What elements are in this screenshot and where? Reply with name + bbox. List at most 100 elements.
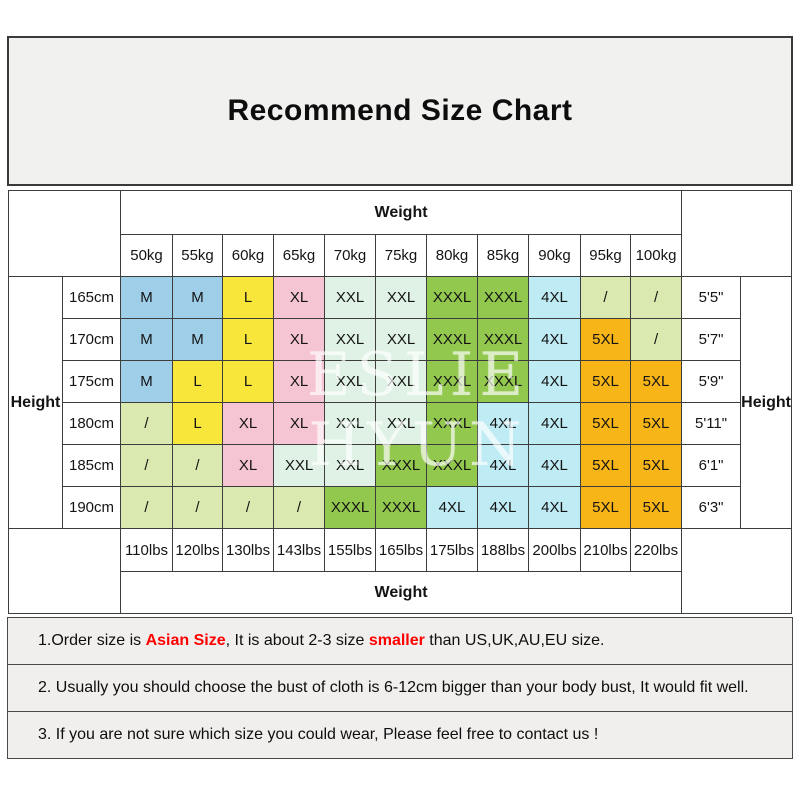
size-cell: 5XL [580,486,631,529]
height-ft-label: 6'3" [681,486,742,529]
size-cell: / [120,402,173,445]
weight-lbs-label: 210lbs [580,528,631,572]
size-cell: XXXL [477,318,529,361]
height-cm-label: 170cm [62,318,121,361]
height-ft-label: 5'5" [681,276,742,319]
weight-kg-label: 70kg [324,234,376,277]
size-cell: 4XL [528,360,581,403]
weight-lbs-label: 130lbs [222,528,274,572]
weight-lbs-label: 120lbs [172,528,223,572]
height-cm-label: 175cm [62,360,121,403]
size-cell: / [629,276,683,319]
size-cell: 4XL [528,486,581,529]
weight-kg-label: 60kg [222,234,274,277]
size-cell: / [273,486,325,529]
weight-axis-bottom-label: Weight [119,571,683,614]
note-3-text: 3. If you are not sure which size you co… [38,726,599,743]
size-cell: XL [222,444,274,487]
size-cell: XXL [375,360,427,403]
height-ft-label: 6'1" [681,444,742,487]
note-3: 3. If you are not sure which size you co… [7,711,793,759]
size-cell: XL [222,402,274,445]
note-1-text: 1.Order size is Asian Size, It is about … [38,632,605,649]
size-cell: XL [273,402,325,445]
size-cell: 5XL [629,360,683,403]
size-cell: XL [273,276,325,319]
height-cm-label: 185cm [62,444,121,487]
size-cell: XXXL [477,360,529,403]
size-cell: XXL [324,276,376,319]
size-cell: 4XL [426,486,478,529]
size-cell: L [222,318,274,361]
size-cell: L [222,360,274,403]
size-cell: XXL [375,318,427,361]
size-cell: XXXL [477,276,529,319]
size-cell: XXXL [375,444,427,487]
weight-kg-label: 90kg [528,234,581,277]
size-cell: 4XL [528,276,581,319]
notes-section: 1.Order size is Asian Size, It is about … [7,617,793,759]
corner-top-right [681,190,793,277]
weight-lbs-label: 143lbs [273,528,325,572]
height-cm-label: 180cm [62,402,121,445]
size-cell: 4XL [528,318,581,361]
size-cell: 4XL [477,486,529,529]
height-ft-label: 5'7" [681,318,742,361]
size-cell: / [172,486,223,529]
size-cell: / [580,276,631,319]
weight-lbs-label: 188lbs [477,528,529,572]
weight-lbs-label: 165lbs [375,528,427,572]
size-cell: 5XL [580,360,631,403]
size-cell: 4XL [477,444,529,487]
size-cell: XXXL [426,444,478,487]
size-cell: XXXL [375,486,427,529]
size-cell: XXXL [426,360,478,403]
size-cell: M [120,276,173,319]
size-cell: L [172,402,223,445]
size-cell: XL [273,318,325,361]
size-cell: 4XL [528,444,581,487]
height-cm-label: 165cm [62,276,121,319]
size-cell: XXL [324,318,376,361]
weight-kg-label: 100kg [629,234,683,277]
note-2: 2. Usually you should choose the bust of… [7,664,793,712]
weight-kg-label: 75kg [375,234,427,277]
height-ft-label: 5'9" [681,360,742,403]
size-cell: 5XL [580,402,631,445]
weight-kg-label: 50kg [120,234,173,277]
weight-kg-label: 95kg [580,234,631,277]
size-cell: 5XL [629,444,683,487]
size-cell: XXL [375,276,427,319]
size-cell: XXXL [426,276,478,319]
size-cell: M [120,318,173,361]
weight-kg-label: 65kg [273,234,325,277]
weight-lbs-label: 220lbs [629,528,683,572]
size-table-wrap: Weight 50kg 55kg 60kg 65kg 70kg 75kg 80kg 85kg 90… [8,190,793,614]
title-box: Recommend Size Chart [7,36,793,186]
weight-lbs-label: 110lbs [120,528,173,572]
size-cell: XXL [273,444,325,487]
size-cell: 5XL [580,318,631,361]
corner-bottom-left [8,528,121,614]
note-2-text: 2. Usually you should choose the bust of… [38,679,749,696]
size-cell: L [222,276,274,319]
size-cell: 5XL [580,444,631,487]
weight-lbs-label: 155lbs [324,528,376,572]
height-axis-right-label: Height [740,276,793,529]
size-cell: XXXL [426,402,478,445]
size-cell: M [172,276,223,319]
weight-kg-label: 55kg [172,234,223,277]
weight-lbs-label: 175lbs [426,528,478,572]
size-cell: / [172,444,223,487]
weight-lbs-label: 200lbs [528,528,581,572]
page-title: Recommend Size Chart [227,94,573,127]
weight-kg-label: 85kg [477,234,529,277]
height-cm-label: 190cm [62,486,121,529]
size-cell: 4XL [477,402,529,445]
corner-bottom-right [681,528,793,614]
size-cell: / [222,486,274,529]
size-cell: L [172,360,223,403]
size-cell: XXL [375,402,427,445]
size-cell: M [172,318,223,361]
size-cell: XXL [324,402,376,445]
